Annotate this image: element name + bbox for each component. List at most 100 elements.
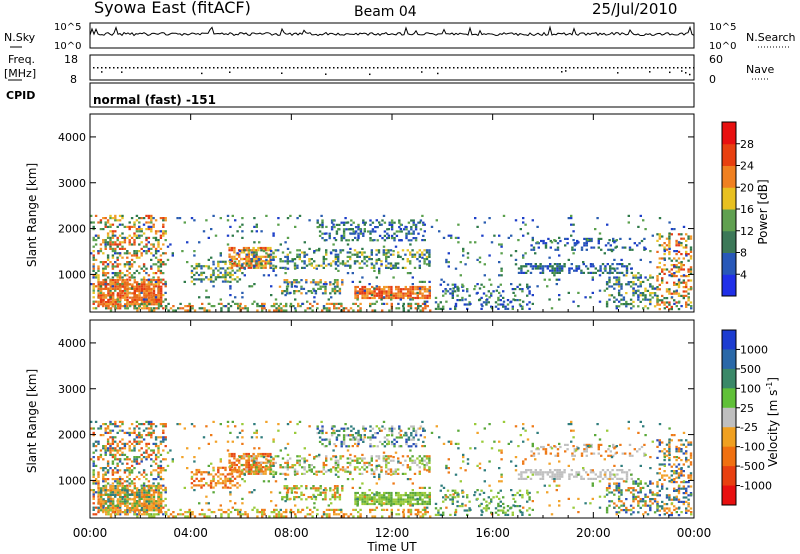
power-cell	[380, 264, 383, 267]
power-cell	[689, 268, 693, 271]
power-cell	[109, 243, 112, 246]
freq-dot	[621, 67, 623, 69]
velocity-cell	[250, 464, 253, 467]
power-cell	[462, 285, 465, 288]
power-cell	[234, 302, 237, 305]
velocity-cell	[365, 461, 369, 464]
power-cell	[296, 249, 299, 252]
power-cell	[361, 260, 364, 263]
power-cell	[147, 228, 151, 231]
velocity-cell	[197, 468, 201, 472]
power-cell	[328, 307, 331, 310]
power-cell	[382, 214, 386, 217]
velocity-cell	[335, 436, 339, 439]
power-cell	[637, 298, 640, 301]
power-cell	[585, 244, 588, 247]
velocity-cell	[358, 468, 361, 471]
power-cell	[259, 260, 262, 263]
velocity-cell	[247, 463, 250, 467]
power-cell	[164, 230, 167, 233]
freq-dot	[669, 67, 671, 69]
power-cell	[123, 239, 127, 242]
power-cell	[668, 235, 671, 238]
velocity-cell	[363, 461, 366, 464]
velocity-cell	[270, 511, 273, 514]
power-cell	[452, 287, 455, 290]
power-cell	[687, 303, 690, 306]
freq-dot	[269, 67, 271, 69]
power-cell	[116, 252, 119, 255]
velocity-cell	[236, 486, 239, 489]
power-cell	[426, 288, 429, 291]
power-cell	[423, 296, 427, 300]
power-cell	[394, 264, 397, 267]
power-cell	[419, 309, 422, 312]
power-cell	[258, 305, 261, 308]
velocity-cell	[152, 493, 156, 496]
power-cell	[92, 250, 95, 253]
power-cell	[597, 246, 600, 249]
power-cell	[300, 292, 303, 295]
velocity-cell	[126, 507, 129, 510]
velocity-cell	[414, 434, 418, 437]
velocity-cell	[324, 496, 327, 499]
power-cell	[133, 296, 136, 299]
power-cell	[160, 298, 163, 301]
power-cell	[104, 225, 107, 228]
freq-dot	[157, 67, 159, 69]
power-cell	[429, 309, 432, 312]
power-cell	[335, 223, 339, 226]
power-cell	[150, 225, 153, 228]
power-cell	[485, 294, 488, 297]
velocity-cell	[309, 513, 312, 516]
velocity-cell	[154, 445, 158, 448]
velocity-cell	[320, 470, 323, 473]
velocity-cell	[140, 496, 144, 499]
power-cell	[255, 253, 258, 256]
velocity-cell	[157, 447, 160, 450]
velocity-cell	[150, 498, 153, 501]
velocity-cell	[99, 434, 103, 437]
power-cell	[500, 245, 503, 248]
power-cell	[201, 302, 204, 305]
power-cell	[152, 276, 155, 279]
power-cell	[668, 237, 671, 240]
freq-dot	[593, 67, 595, 69]
power-cell	[229, 280, 232, 283]
power-cell	[275, 309, 278, 312]
power-cell	[160, 292, 163, 295]
power-cell	[677, 294, 681, 297]
power-cell	[576, 239, 579, 243]
velocity-cell	[352, 508, 355, 511]
power-cell	[118, 214, 122, 217]
power-cell	[514, 219, 518, 222]
power-cell	[322, 260, 325, 263]
power-cell	[230, 264, 234, 267]
power-cell	[140, 302, 143, 305]
velocity-cell	[328, 513, 331, 516]
freq-dot	[677, 67, 679, 69]
power-cell	[145, 243, 148, 246]
velocity-cell	[362, 427, 365, 430]
power-cell	[118, 263, 122, 266]
velocity-cell	[111, 456, 115, 459]
freq-dot	[141, 67, 143, 69]
power-cell	[380, 292, 383, 295]
power-cell	[293, 262, 297, 265]
power-cell	[145, 214, 148, 217]
freq-dot	[381, 67, 383, 69]
velocity-cell	[111, 438, 115, 441]
velocity-cell	[128, 485, 132, 488]
power-cell	[605, 287, 609, 290]
power-cell	[140, 283, 144, 286]
power-cell	[290, 285, 294, 288]
power-cell	[150, 219, 153, 222]
power-cell	[126, 303, 129, 306]
velocity-cell	[423, 459, 426, 462]
velocity-cell	[319, 491, 322, 494]
power-cell	[138, 292, 141, 295]
power-cell	[481, 305, 484, 308]
power-cell	[617, 276, 621, 279]
power-cell	[154, 232, 158, 235]
velocity-cell	[389, 470, 393, 473]
